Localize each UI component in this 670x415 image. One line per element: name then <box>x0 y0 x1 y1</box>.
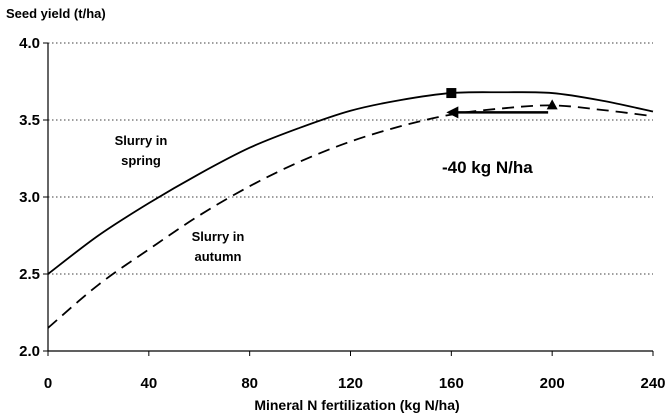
y-axis-title: Seed yield (t/ha) <box>6 6 106 21</box>
annotations: Slurry in spring Slurry in autumn -40 kg N/h… <box>115 106 549 264</box>
series-label-autumn-line2: autumn <box>195 249 242 264</box>
xtick-label-240: 240 <box>640 375 665 392</box>
marker-square-spring <box>446 88 457 99</box>
xtick-label-200: 200 <box>540 375 565 392</box>
annotation-arrow-head <box>446 106 459 119</box>
ytick-label-3.0: 3.0 <box>19 189 40 206</box>
axes <box>43 42 654 356</box>
ytick-label-2.5: 2.5 <box>19 266 40 283</box>
gridlines <box>48 42 653 275</box>
annotation-label: -40 kg N/ha <box>442 158 533 177</box>
series-label-autumn-line1: Slurry in <box>192 229 245 244</box>
ytick-label-3.5: 3.5 <box>19 112 40 129</box>
xtick-label-0: 0 <box>44 375 52 392</box>
series-label-spring-line1: Slurry in <box>115 133 168 148</box>
series-line-spring <box>47 91 654 275</box>
series-markers <box>446 88 558 110</box>
ytick-label-4.0: 4.0 <box>19 35 40 52</box>
marker-triangle-autumn <box>546 99 558 110</box>
tick-labels: 2.0 2.5 3.0 3.5 4.0 0 40 80 120 160 200 240 <box>19 35 665 392</box>
xtick-label-120: 120 <box>338 375 363 392</box>
series-lines <box>47 91 654 329</box>
ytick-label-2.0: 2.0 <box>19 343 40 360</box>
xtick-label-80: 80 <box>241 375 258 392</box>
xtick-label-160: 160 <box>439 375 464 392</box>
x-axis-title: Mineral N fertilization (kg N/ha) <box>254 397 459 413</box>
series-label-spring-line2: spring <box>121 153 161 168</box>
xtick-label-40: 40 <box>140 375 157 392</box>
